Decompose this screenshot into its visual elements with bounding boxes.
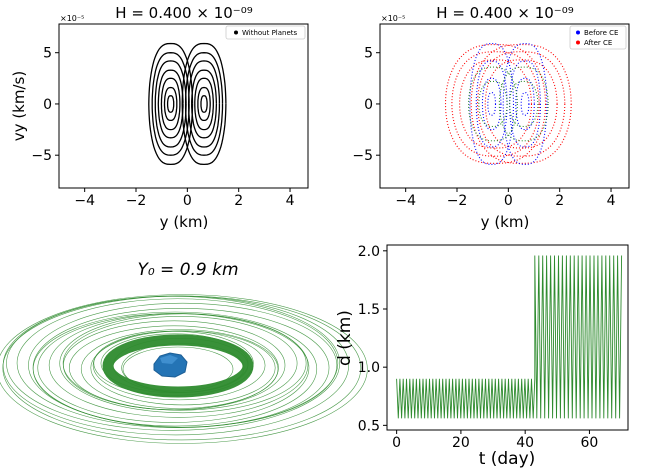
orbit-curve — [181, 42, 227, 166]
legend-marker — [234, 30, 238, 35]
orbit-curve — [509, 60, 541, 148]
legend: Before CE After CE — [569, 25, 627, 50]
plot-frame — [58, 23, 309, 189]
orbit-ring — [62, 315, 298, 411]
axis-offset-label: ×10⁻⁵ — [381, 14, 405, 23]
y-tick-label: 2.0 — [358, 244, 380, 260]
orbit-dense-band — [102, 334, 254, 398]
x-tick-label: 60 — [581, 435, 599, 451]
orbit-curve — [478, 80, 508, 128]
orbit-curve — [200, 95, 208, 113]
orbit-curve — [520, 92, 530, 116]
tick-labels: 0 20 40 60 0.5 1.0 1.5 2.0 — [358, 244, 599, 451]
orbit-curve — [498, 66, 549, 142]
orbit-ring — [16, 298, 339, 429]
x-tick-label: 40 — [516, 435, 534, 451]
x-tick-label: −2 — [126, 193, 147, 209]
orbit-curve — [459, 59, 533, 149]
x-tick-label: 20 — [452, 435, 470, 451]
distance-series — [396, 255, 623, 419]
orbit-curve — [444, 43, 547, 164]
orbit-curve — [191, 69, 218, 139]
x-axis-label: y (km) — [481, 213, 530, 231]
orbit-curve — [470, 43, 572, 164]
y-axis-label: vy (km/s) — [10, 71, 28, 141]
y-tick-label: 0.5 — [358, 418, 380, 434]
orbit-curve — [515, 77, 535, 131]
orbit-curve — [509, 80, 539, 128]
orbit-curve — [475, 60, 508, 148]
y-tick-label: −5 — [352, 148, 373, 164]
orbit-ring — [0, 294, 368, 444]
legend: Without Planets — [225, 25, 306, 40]
orbit-curve — [194, 77, 214, 131]
orbit-curve — [502, 42, 548, 165]
asteroid-highlight — [160, 355, 178, 364]
x-tick-label: 4 — [607, 193, 616, 209]
legend-label-after-ce: After CE — [584, 39, 612, 47]
x-tick-label: 0 — [392, 435, 401, 451]
axis-offset-label: ×10⁻⁵ — [60, 14, 84, 23]
orbit-curve — [151, 52, 190, 156]
orbit-curve — [468, 66, 518, 142]
orbit-curve — [154, 60, 187, 148]
y-tick-label: −5 — [31, 148, 52, 164]
orbit-curve — [148, 42, 194, 166]
legend-label-before-ce: Before CE — [584, 29, 618, 37]
panel-distance-time: t (day) d (km) 0 20 40 60 0.5 1.0 1.5 2.0 — [335, 244, 629, 469]
orbit-curve — [157, 69, 184, 139]
tick-labels: −4 −2 0 2 4 −5 0 5 — [352, 46, 615, 209]
orbit-curve — [187, 60, 221, 148]
orbit-ring — [37, 313, 310, 423]
legend-label: Without Planets — [242, 29, 298, 37]
legend-marker-after-ce — [576, 40, 580, 45]
panel-3d-orbit: Y₀ = 0.9 km — [0, 260, 368, 444]
x-tick-label: 0 — [183, 193, 192, 209]
y-tick-label: 5 — [364, 46, 373, 62]
x-axis-label: t (day) — [479, 449, 536, 469]
asteroid-body — [153, 352, 188, 378]
x-tick-label: −4 — [74, 193, 95, 209]
orbit-ring — [2, 295, 362, 441]
orbit-curve — [166, 95, 175, 113]
orbit-trajectories — [0, 294, 368, 444]
panel-phase-before-after-ce: H = 0.400 × 10⁻⁰⁹ ×10⁻⁵ y (km) −4 −2 0 2 4 −5… — [352, 4, 630, 231]
plot-frame — [379, 23, 630, 189]
legend-marker-before-ce — [576, 30, 580, 35]
x-axis-label: y (km) — [160, 213, 209, 231]
y-tick-label: 5 — [43, 46, 52, 62]
chart-title: Y₀ = 0.9 km — [137, 260, 238, 280]
y-tick-label: 1.0 — [358, 360, 380, 376]
plot-frame — [386, 244, 629, 431]
orbit-ring — [90, 330, 276, 406]
orbit-series — [444, 42, 572, 165]
orbit-ring — [80, 329, 279, 409]
orbit-curve — [163, 86, 178, 122]
orbit-curve — [160, 77, 181, 131]
x-tick-label: 2 — [555, 193, 564, 209]
chart-title: H = 0.400 × 10⁻⁰⁹ — [436, 4, 573, 22]
orbit-curve — [469, 42, 515, 165]
orbit-curve — [197, 86, 211, 122]
orbit-ring — [6, 296, 340, 431]
tick-labels: −4 −2 0 2 4 −5 0 5 — [31, 46, 294, 209]
y-tick-label: 0 — [364, 97, 373, 113]
orbit-curve — [487, 92, 497, 116]
orbit-ring — [28, 302, 338, 428]
x-tick-label: −2 — [447, 193, 468, 209]
chart-title: H = 0.400 × 10⁻⁰⁹ — [115, 4, 252, 22]
orbit-series — [148, 42, 227, 166]
x-tick-label: −4 — [395, 193, 416, 209]
y-tick-label: 1.5 — [358, 302, 380, 318]
panel-phase-without-planets: H = 0.400 × 10⁻⁰⁹ ×10⁻⁵ y (km) vy (km/s)… — [10, 4, 309, 231]
y-tick-label: 0 — [43, 97, 52, 113]
x-tick-label: 0 — [504, 193, 513, 209]
x-tick-label: 4 — [286, 193, 295, 209]
distance-line — [396, 255, 623, 419]
x-tick-label: 2 — [234, 193, 243, 209]
y-axis-label: d (km) — [335, 310, 355, 366]
orbit-curve — [484, 59, 558, 149]
